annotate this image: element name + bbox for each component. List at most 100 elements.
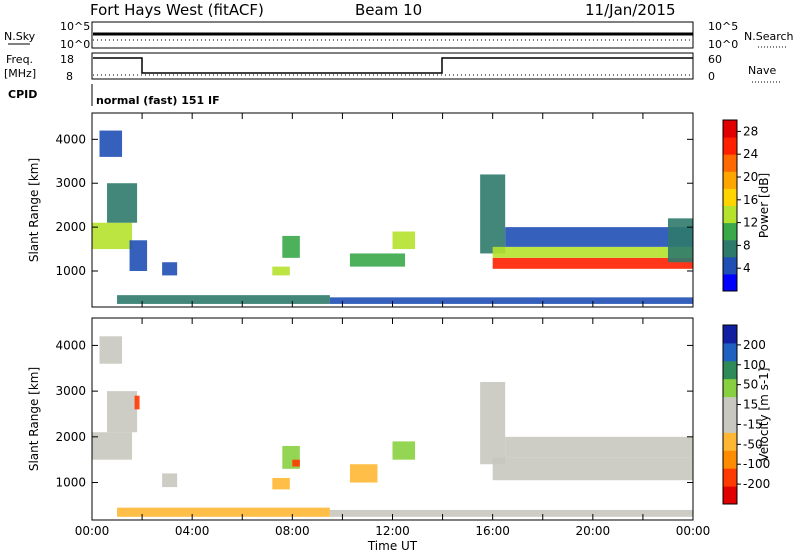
data-region-4 [162,473,178,488]
colorbar-segment [723,396,737,415]
x-tick-label: 00:00 [676,524,711,538]
y-tick-label: 4000 [55,132,86,146]
colorbar-segment [723,171,737,189]
nsearch-lo-label: 10^0 [708,38,738,51]
y-tick-label: 2000 [55,430,86,444]
y-tick-label: 3000 [55,384,86,398]
station-title: Fort Hays West (fitACF) [90,1,264,19]
y-tick-label: 3000 [55,176,86,190]
colorbar-tick-label: 15 [743,398,758,412]
data-region-13 [117,507,330,517]
power-panel: 1000 2000 3000 4000 Slant Range [km] 4 8 12 16 20… [27,112,771,308]
colorbar-tick-label: 200 [743,338,766,352]
colorbar-segment [723,486,737,505]
colorbar-segment [723,342,737,362]
colorbar-segment [723,378,737,398]
colorbar-frame [722,119,738,292]
data-region-1 [107,391,138,433]
colorbar-segment [723,360,737,380]
x-tick-label: 04:00 [175,524,210,538]
y-tick-label: 2000 [55,220,86,234]
freq-hi-label: 18 [60,53,74,66]
data-region-2 [99,336,123,364]
data-region-5 [272,266,290,276]
colorbar-segment [723,468,737,487]
colorbar-segment [723,205,737,224]
colorbar-tick-label: 12 [743,216,758,230]
colorbar-tick-label: -15 [743,417,763,431]
x-tick-label: 12:00 [375,524,410,538]
x-tick-label: 20:00 [576,524,611,538]
colorbar-tick-label: 100 [743,358,766,372]
colorbar-segment [723,325,737,344]
colorbar-segment [723,137,737,155]
data-region-14 [329,509,693,517]
colorbar-segment [723,154,737,172]
nave-lo-label: 0 [708,70,715,83]
beam-label: Beam 10 [355,1,422,19]
colorbar-segment [723,120,737,138]
y-axis-label: Slant Range [km] [27,158,41,262]
data-region-10 [480,381,506,465]
colorbar-segment [723,432,737,451]
data-region-8 [392,231,416,250]
colorbar-tick-label: 16 [743,193,758,207]
colorbar-tick-label: -200 [743,477,770,491]
nave-label: Nave [748,64,776,77]
y-tick-label: 4000 [55,338,86,352]
data-region-5 [272,477,290,490]
data-region-9 [392,441,416,460]
data-region-0 [92,432,133,460]
data-region-3 [134,395,140,410]
colorbar-segment [723,256,737,275]
nsearch-label: N.Search [744,30,794,43]
colorbar-tick-label: 20 [743,170,758,184]
data-region-11 [492,246,693,258]
freq-label: Freq. [6,53,33,66]
x-tick-label: 16:00 [475,524,510,538]
nsearch-hi-label: 10^5 [708,20,738,33]
freq-trace [93,57,693,74]
colorbar-segment [723,273,737,292]
colorbar-segment [723,188,737,206]
data-region-12 [505,436,693,458]
colorbar-tick-label: 8 [743,238,751,252]
data-region-7 [349,253,406,267]
nsky-label: N.Sky [4,30,36,43]
nsky-hi-label: 10^5 [60,20,90,33]
colorbar-tick-label: 28 [743,124,758,138]
data-region-2 [99,130,123,157]
nsky-lo-label: 10^0 [60,38,90,51]
plot-frame [91,317,694,521]
plot-frame [91,112,694,308]
data-region-7 [292,459,300,467]
colorbar-frame [722,324,738,505]
data-region-11 [492,457,693,481]
cpid-value: normal (fast) 151 IF [96,94,220,107]
velocity-panel: 1000 2000 3000 4000 Slant Range [km] 00:00 04:… [27,317,771,553]
colorbar-label: Velocity [m s-1] [757,368,771,462]
data-region-13 [667,218,693,263]
data-region-15 [329,297,693,304]
data-region-3 [129,240,148,272]
nave-hi-label: 60 [708,53,722,66]
x-tick-label: 00:00 [75,524,110,538]
freq-lo-label: 8 [66,70,73,83]
x-axis-label: Time UT [367,539,418,553]
data-region-12 [505,227,693,247]
colorbar-label: Power [dB] [757,173,771,238]
data-region-0 [92,222,133,250]
colorbar-segment [723,450,737,469]
cpid-label: CPID [8,88,37,101]
y-tick-label: 1000 [55,476,86,490]
data-region-9 [480,174,506,254]
y-axis-label: Slant Range [km] [27,367,41,471]
date-label: 11/Jan/2015 [585,1,676,19]
colorbar-tick-label: -50 [743,437,763,451]
data-region-14 [117,295,330,304]
data-region-10 [492,257,693,269]
x-tick-label: 08:00 [275,524,310,538]
colorbar-segment [723,222,737,241]
colorbar-tick-label: 50 [743,378,758,392]
